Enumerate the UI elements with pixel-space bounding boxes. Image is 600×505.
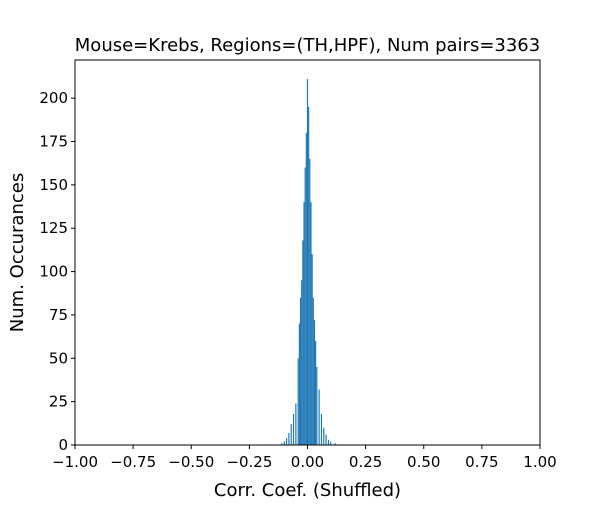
histogram-bar [281, 443, 283, 445]
histogram-bar [301, 280, 303, 445]
histogram-bar [311, 254, 313, 445]
histogram-bar [304, 167, 306, 445]
histogram-bar [318, 389, 320, 445]
y-tick-label: 150 [39, 176, 68, 194]
histogram-bar [325, 434, 327, 445]
y-tick-label: 175 [39, 133, 68, 151]
histogram-bar [298, 323, 300, 445]
x-tick-label: −1.00 [52, 453, 98, 471]
x-tick-label: 0.25 [349, 453, 382, 471]
histogram-bar [297, 358, 299, 445]
histogram-bar [283, 441, 285, 445]
histogram-bar [295, 403, 297, 445]
histogram-bar [299, 297, 302, 445]
y-tick-label: 0 [58, 436, 68, 454]
histogram-bar [288, 432, 290, 445]
histogram-bar [302, 240, 304, 445]
x-tick-label: −0.75 [110, 453, 156, 471]
y-tick-label: 125 [39, 219, 68, 237]
histogram-bar [308, 106, 310, 445]
histogram-bars [281, 79, 336, 446]
x-tick-label: −0.50 [168, 453, 214, 471]
y-tick-label: 100 [39, 263, 68, 281]
x-tick-label: −0.25 [226, 453, 272, 471]
histogram-bar [334, 443, 336, 445]
histogram-bar [315, 340, 317, 445]
histogram-bar [306, 79, 309, 446]
x-axis-ticks: −1.00 −0.75 −0.50 −0.25 0.00 0.25 0.50 0.75 1.00 [52, 445, 557, 471]
y-tick-label: 200 [39, 89, 68, 107]
x-tick-label: 0.50 [407, 453, 440, 471]
y-tick-label: 25 [49, 393, 68, 411]
histogram-bar [327, 439, 330, 445]
x-axis-label: Corr. Coef. (Shuffled) [214, 480, 401, 500]
histogram-bar [305, 132, 307, 446]
x-tick-label: 0.00 [291, 453, 324, 471]
x-tick-label: 1.00 [523, 453, 556, 471]
histogram-bar [310, 202, 312, 445]
y-tick-label: 50 [49, 349, 68, 367]
histogram-bar [303, 202, 305, 445]
histogram-bar [290, 424, 292, 445]
y-tick-label: 75 [49, 306, 68, 324]
histogram-bar [292, 413, 295, 445]
histogram-bar [312, 297, 314, 445]
y-axis-label: Num. Occurances [7, 173, 28, 332]
histogram-bar [285, 438, 288, 445]
histogram-bar [330, 441, 332, 445]
histogram-bar [320, 413, 323, 445]
histogram-bar [313, 320, 316, 445]
chart-title: Mouse=Krebs, Regions=(TH,HPF), Num pairs… [75, 35, 540, 56]
histogram-bar [323, 427, 325, 445]
x-tick-label: 0.75 [465, 453, 498, 471]
y-axis-ticks: 0 25 50 75 100 125 150 175 200 [39, 89, 75, 454]
histogram-bar [309, 158, 311, 445]
histogram-bar [316, 366, 318, 445]
